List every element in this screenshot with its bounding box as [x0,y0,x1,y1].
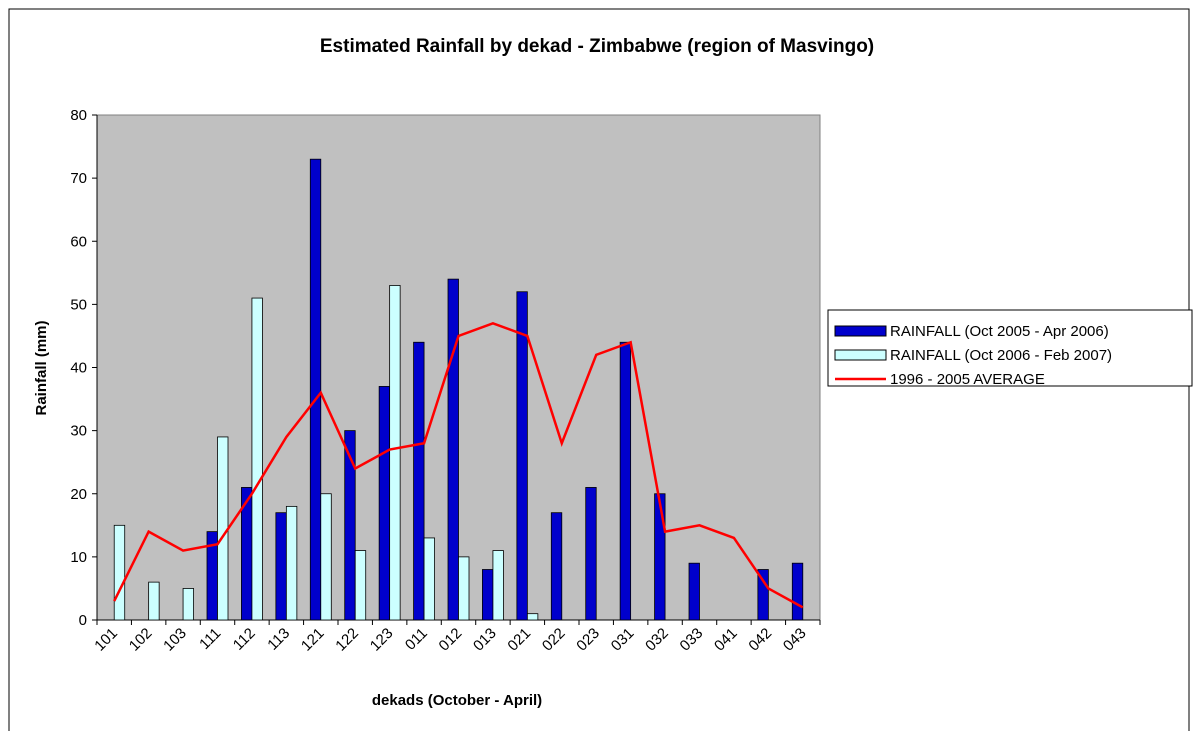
bar [757,569,769,621]
legend-swatch [834,349,887,361]
bar [217,436,229,621]
x-axis-label: dekads (October - April) [372,692,542,709]
bar [688,562,700,621]
y-tick-label: 50 [70,296,87,313]
bar [482,569,494,621]
bar [182,588,194,621]
y-tick-label: 80 [70,107,87,124]
bar [654,493,666,621]
bar [275,512,287,621]
bar [423,537,435,621]
bar [354,550,367,621]
legend-swatch [834,325,887,337]
y-tick-label: 40 [70,360,87,377]
y-axis-label: Rainfall (mm) [33,320,50,415]
legend [827,309,1193,387]
bar [389,285,401,621]
bar [285,505,298,621]
bar [458,556,470,621]
chart-title: Estimated Rainfall by dekad - Zimbabwe (… [320,36,874,57]
legend-label: RAINFALL (Oct 2006 - Feb 2007) [890,347,1112,364]
line [113,321,804,609]
bar [447,278,459,621]
bar [413,341,425,621]
bar [378,386,391,621]
bar [148,581,160,621]
bar [251,297,263,621]
y-tick-label: 70 [70,170,87,187]
bar [791,562,804,621]
bar [550,512,563,621]
legend-label: 1996 - 2005 AVERAGE [890,371,1045,388]
bar [492,550,504,621]
bar [113,524,126,621]
bar [585,487,597,621]
y-tick-label: 10 [70,549,87,566]
bar [516,291,528,621]
bar [320,493,332,621]
y-tick-label: 60 [70,233,87,250]
bar [619,341,632,621]
y-tick-label: 20 [70,486,87,503]
bar [526,613,539,621]
bar [309,158,322,621]
y-tick-label: 0 [79,612,87,629]
legend-label: RAINFALL (Oct 2005 - Apr 2006) [890,323,1109,340]
y-tick-label: 30 [70,423,87,440]
bar [344,430,356,621]
